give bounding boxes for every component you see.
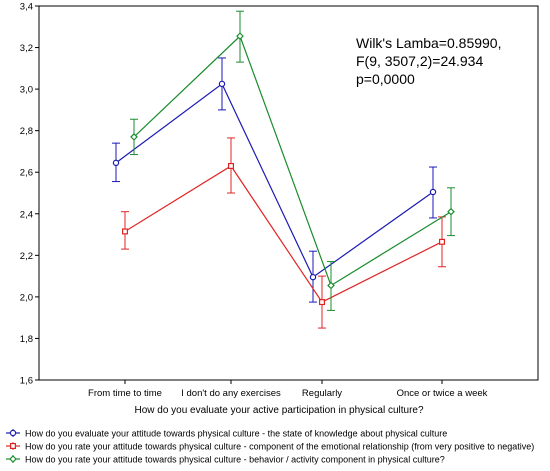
annotation-line: p=0,0000 — [356, 71, 415, 87]
series — [130, 10, 455, 311]
y-tick-label: 2,4 — [20, 209, 33, 220]
series — [112, 57, 437, 303]
x-tick-label: Once or twice a week — [397, 388, 488, 399]
legend: How do you evaluate your attitude toward… — [6, 429, 534, 465]
y-tick-label: 2,6 — [20, 168, 33, 179]
x-axis-title: How do you evaluate your active particip… — [134, 405, 423, 416]
data-point — [228, 162, 235, 169]
data-point — [319, 299, 326, 306]
plot-area: 1,6 1,8 2,0 2,2 2,4 2,6 2,8 3,0 3,2 3,4 From time … — [20, 2, 539, 399]
data-point — [309, 273, 317, 281]
data-point — [130, 133, 138, 141]
legend-label: How do you rate your attitude towards ph… — [25, 455, 445, 465]
series-line — [115, 82, 434, 279]
y-tick-label: 2,8 — [20, 126, 33, 137]
legend-label: How do you rate your attitude towards ph… — [25, 442, 534, 452]
stats-annotation: Wilk's Lamba=0.85990, F(9, 3507,2)=24.93… — [356, 35, 501, 87]
y-tick-label: 3,4 — [20, 2, 33, 13]
y-tick-label: 3,0 — [20, 85, 33, 96]
data-point — [10, 443, 17, 450]
x-tick-label: I don't do any exercises — [181, 388, 281, 399]
series-line — [133, 35, 452, 287]
data-point — [218, 80, 226, 88]
data-point — [236, 32, 244, 40]
series-line — [124, 165, 443, 303]
y-tick-label: 2,0 — [20, 292, 33, 303]
x-tick-label: Regularly — [302, 388, 342, 399]
annotation-line: Wilk's Lamba=0.85990, — [356, 35, 501, 51]
data-point — [327, 281, 335, 290]
data-point — [112, 159, 120, 167]
data-point — [121, 228, 128, 235]
plot-frame — [38, 5, 539, 381]
y-tick-label: 1,6 — [20, 376, 33, 387]
data-point — [9, 429, 17, 437]
data-point — [9, 455, 17, 463]
annotation-line: F(9, 3507,2)=24.934 — [356, 53, 483, 69]
x-tick-label: From time to time — [88, 388, 162, 399]
data-point — [429, 188, 437, 196]
y-tick-label: 2,2 — [20, 251, 33, 262]
legend-label: How do you evaluate your attitude toward… — [25, 429, 447, 439]
y-tick-label: 3,2 — [20, 43, 33, 54]
series — [121, 137, 446, 329]
y-tick-label: 1,8 — [20, 334, 33, 345]
data-point — [447, 207, 455, 216]
data-point — [439, 238, 446, 245]
